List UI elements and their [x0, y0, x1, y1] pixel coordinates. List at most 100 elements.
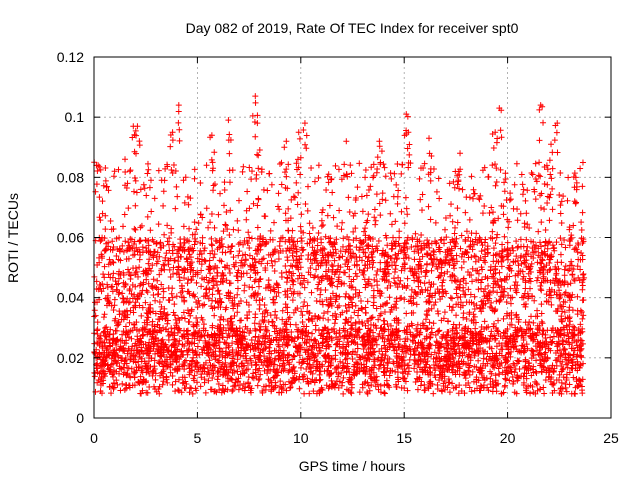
data-point — [530, 319, 537, 326]
data-point — [96, 335, 103, 342]
data-point — [203, 205, 210, 212]
data-point — [171, 312, 178, 319]
data-point — [500, 211, 507, 218]
data-point — [146, 184, 153, 191]
data-point — [538, 219, 545, 226]
data-point — [362, 166, 369, 173]
data-point — [181, 199, 188, 206]
data-point — [318, 239, 325, 246]
data-point — [396, 234, 403, 241]
data-point — [289, 297, 296, 304]
data-point — [435, 175, 442, 182]
data-point — [514, 217, 521, 224]
data-point — [291, 194, 298, 201]
data-point — [382, 173, 389, 180]
data-point — [503, 299, 510, 306]
data-point — [449, 218, 456, 225]
data-point — [468, 173, 475, 180]
data-point — [388, 246, 395, 253]
data-point — [121, 211, 128, 218]
data-point — [320, 221, 327, 228]
data-point — [359, 208, 366, 215]
data-point — [294, 201, 301, 208]
data-point — [278, 159, 285, 166]
data-point — [226, 280, 233, 287]
data-point — [246, 245, 253, 252]
data-point — [328, 262, 335, 269]
data-point — [290, 281, 297, 288]
data-point — [210, 254, 217, 261]
data-point — [173, 293, 180, 300]
data-point — [454, 329, 461, 336]
data-point — [234, 217, 241, 224]
data-point — [532, 196, 539, 203]
data-point — [246, 205, 253, 212]
data-point — [165, 336, 172, 343]
data-point — [220, 202, 227, 209]
data-point — [234, 368, 241, 375]
data-point — [138, 222, 145, 229]
data-point — [478, 298, 485, 305]
data-point — [208, 235, 215, 242]
data-point — [132, 202, 139, 209]
data-point — [447, 294, 454, 301]
data-point — [136, 256, 143, 263]
data-point — [352, 302, 359, 309]
data-point — [566, 381, 573, 388]
data-point — [146, 383, 153, 390]
data-point — [275, 203, 282, 210]
data-point — [294, 305, 301, 312]
data-point — [179, 380, 186, 387]
data-point — [381, 317, 388, 324]
data-point — [208, 241, 215, 248]
data-point — [416, 175, 423, 182]
data-point — [311, 178, 318, 185]
data-point — [94, 319, 101, 326]
data-point — [306, 220, 313, 227]
data-point — [272, 258, 279, 265]
data-point — [265, 277, 272, 284]
data-point — [310, 388, 317, 395]
data-point — [347, 162, 354, 169]
data-point — [252, 362, 259, 369]
data-point — [453, 252, 460, 259]
data-point — [221, 179, 228, 186]
data-point — [511, 181, 518, 188]
data-point — [254, 224, 261, 231]
data-point — [308, 164, 315, 171]
data-point — [282, 217, 289, 224]
data-point — [396, 228, 403, 235]
data-point — [557, 202, 564, 209]
data-point — [139, 249, 146, 256]
data-point — [374, 165, 381, 172]
data-point — [459, 186, 466, 193]
data-point — [549, 242, 556, 249]
data-point — [184, 351, 191, 358]
data-point — [321, 310, 328, 317]
data-point — [154, 249, 161, 256]
data-point — [492, 240, 499, 247]
data-point — [391, 170, 398, 177]
data-point — [136, 237, 143, 244]
data-point — [166, 247, 173, 254]
data-point — [476, 196, 483, 203]
data-point — [230, 226, 237, 233]
data-point — [252, 314, 259, 321]
data-point — [552, 263, 559, 270]
data-point — [492, 182, 499, 189]
data-point — [276, 243, 283, 250]
data-point — [485, 282, 492, 289]
data-point — [562, 244, 569, 251]
data-point — [558, 350, 565, 357]
data-point — [469, 195, 476, 202]
data-point — [201, 245, 208, 252]
data-point — [176, 387, 182, 394]
data-point — [186, 389, 193, 396]
data-point — [537, 204, 544, 211]
data-point — [518, 260, 525, 267]
data-point — [373, 278, 380, 285]
data-point — [259, 296, 266, 303]
data-point — [171, 341, 178, 348]
data-point — [489, 228, 496, 235]
data-point — [102, 165, 109, 172]
